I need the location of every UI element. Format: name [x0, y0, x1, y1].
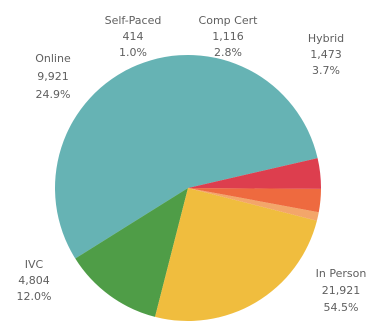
label-hybrid-percent: 3.7%: [312, 64, 340, 77]
label-in-person-percent: 54.5%: [324, 301, 359, 314]
label-hybrid-name: Hybrid: [308, 32, 344, 45]
label-self-paced-value: 414: [123, 30, 144, 43]
label-comp-cert-name: Comp Cert: [199, 14, 259, 27]
label-online-value: 9,921: [37, 70, 69, 83]
pie-slices: [55, 55, 322, 321]
pie-slice-hybrid: [188, 158, 322, 189]
pie-slice-self-paced: [188, 188, 319, 221]
pie-slice-ivc: [75, 188, 188, 317]
label-online-name: Online: [35, 52, 71, 65]
label-online-percent: 24.9%: [36, 88, 71, 101]
pie-slice-online: [155, 188, 317, 321]
label-ivc-value: 4,804: [18, 274, 50, 287]
label-in-person-value: 21,921: [322, 284, 361, 297]
label-comp-cert-value: 1,116: [212, 30, 244, 43]
label-in-person-name: In Person: [316, 267, 367, 280]
label-hybrid-value: 1,473: [310, 48, 342, 61]
pie-slice-in-person: [55, 55, 318, 259]
label-self-paced-percent: 1.0%: [119, 46, 147, 59]
pie-slice-comp-cert: [188, 188, 321, 213]
label-ivc-percent: 12.0%: [17, 290, 52, 303]
label-comp-cert-percent: 2.8%: [214, 46, 242, 59]
slice-labels: Self-Paced 414 1.0% Comp Cert 1,116 2.8%…: [17, 14, 367, 314]
label-self-paced-name: Self-Paced: [105, 14, 162, 27]
label-ivc-name: IVC: [25, 258, 44, 271]
